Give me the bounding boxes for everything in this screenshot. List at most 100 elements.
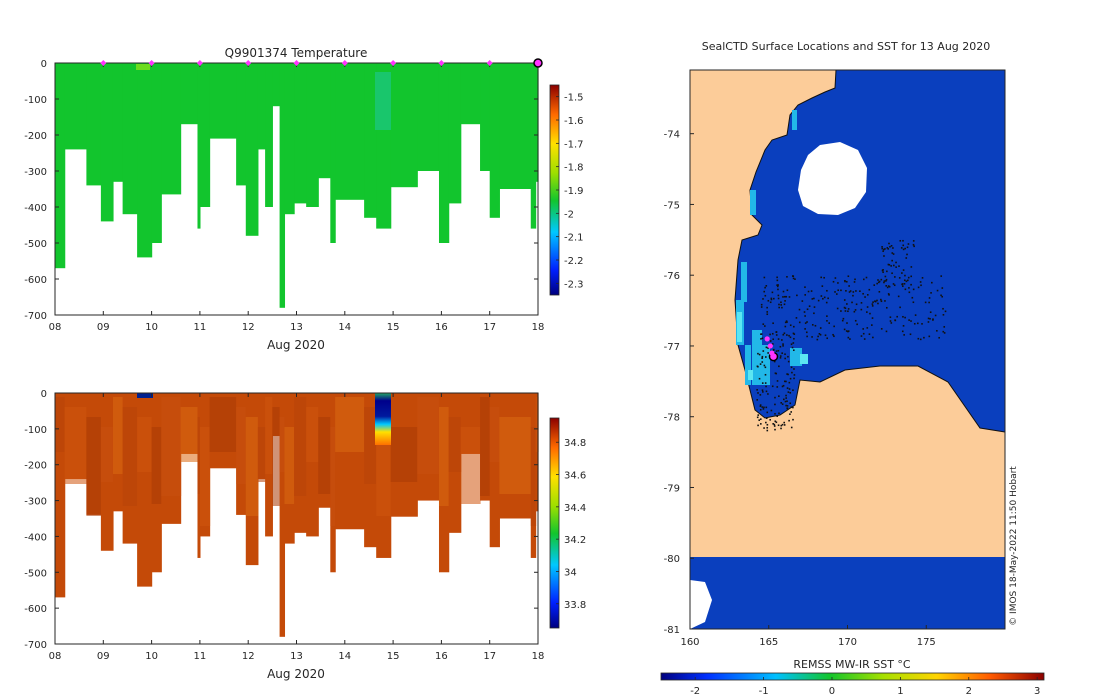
temperature-ytick-label: -400 [24,203,47,214]
map-track-dot [888,294,890,296]
map-track-dot [764,373,767,376]
map-track-dot [868,288,871,291]
map-track-dot [885,330,888,333]
map-track-dot [837,289,840,292]
temperature-colorbar-label: -1.8 [564,163,584,174]
map-track-dot [906,253,908,256]
map-track-dot [757,414,760,416]
map-track-dot [765,385,767,388]
map-track-dot [855,303,858,306]
map-track-dot [924,301,927,304]
map-track-dot [877,281,880,284]
map-track-dot [905,257,908,259]
salinity-colorbar-label: 34.6 [564,471,586,482]
map-track-dot [913,245,915,248]
map-track-dot [773,423,776,426]
salinity-shade-13 [236,407,247,484]
map-track-dot [921,323,923,325]
salinity-shade-5 [122,407,138,506]
map-track-dot [891,252,894,254]
map-track-dot [854,278,856,281]
map-track-dot [843,328,846,331]
map-track-dot [780,304,782,306]
temperature-column-21 [306,63,319,207]
salinity-columns [55,393,539,637]
map-track-dot [762,323,765,325]
map-track-dot [881,269,884,272]
map-track-dot [888,242,890,245]
map-track-dot [880,328,883,330]
map-track-dot [928,297,931,299]
temperature-ytick-label: -100 [24,95,47,106]
map-track-dot [820,276,822,279]
map-track-dot [904,316,906,319]
map-track-dot [767,393,769,395]
map-track-dot [766,306,768,309]
temperature-column-3 [100,63,114,222]
map-track-dot [936,289,939,292]
temperature-column-10 [197,63,201,229]
map-track-dot [898,277,901,279]
salinity-colorbar-label: 34.8 [564,438,586,449]
map-track-dot [813,312,815,315]
map-track-dot [763,364,766,367]
map-track-dot [880,298,882,301]
map-track-dot [786,387,789,389]
map-track-dot [862,332,865,335]
map-track-dot [889,245,891,248]
temperature-surface-marker [486,60,493,66]
map-track-dot [765,421,767,424]
temperature-xtick-label: 16 [435,322,448,333]
map-track-dot [862,292,864,295]
temperature-column-4 [112,63,124,182]
map-track-dot [866,306,869,308]
map-ytick-label: -80 [664,554,680,565]
map-track-dot [781,339,783,341]
map-track-dot [777,338,780,340]
temperature-colorbar-label: -2.3 [564,279,584,290]
map-track-dot [885,285,887,287]
map-track-dot [772,338,775,341]
map-track-dot [759,363,762,365]
salinity-shade-35 [530,427,537,526]
temperature-column-5 [122,63,138,215]
map-track-dot [774,420,777,423]
map-track-dot [818,333,821,335]
map-track-dot [806,308,809,311]
map-track-dot [907,279,909,282]
map-track-dot [781,403,784,405]
map-track-dot [927,321,930,323]
map-track-dot [907,276,910,279]
map-track-dot [904,288,907,291]
map-track-dot [764,366,767,369]
map-track-dot [783,332,786,335]
temperature-colorbar-label: -1.6 [564,116,584,127]
salinity-xtick-label: 18 [532,651,545,662]
map-track-dot [823,276,825,279]
map-track-dot [763,406,765,409]
map-track-dot [761,337,764,340]
map-track-dot [847,336,850,339]
map-xtick-label: 170 [838,637,857,648]
map-track-dot [781,352,783,354]
map-track-dot [782,345,784,347]
map-track-dot [902,244,905,247]
salinity-ytick-label: -400 [24,532,47,543]
map-track-dot [765,417,768,420]
salinity-shade-14 [245,417,259,516]
map-track-dot [776,285,779,288]
temperature-surface-marker [438,60,445,66]
map-track-dot [866,311,868,313]
map-track-dot [941,295,944,298]
map-seal-positions [764,336,779,362]
map-track-dot [860,308,863,311]
map-track-dot [784,400,787,403]
map-track-dot [928,335,931,338]
map-track-dot [890,245,893,247]
map-track-dot [811,336,813,338]
map-track-dot [845,290,847,292]
map-track-dot [888,285,891,288]
salinity-ytick-label: -300 [24,497,47,508]
map-track-dot [776,284,778,286]
map-track-dot [767,299,770,302]
